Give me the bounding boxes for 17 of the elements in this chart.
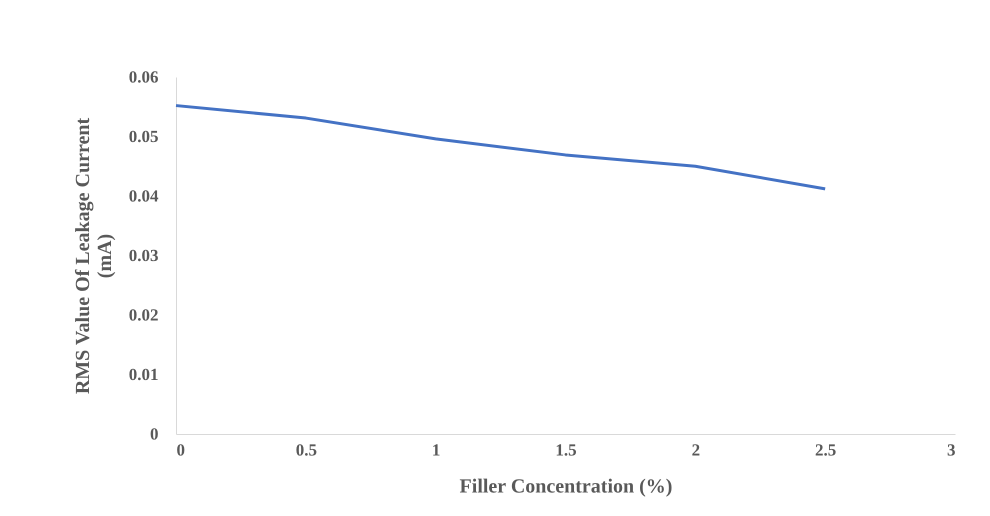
x-tick-label: 2	[692, 440, 700, 460]
x-tick-label: 3	[947, 440, 956, 460]
y-tick-label: 0.06	[128, 68, 158, 86]
y-tick-label: 0.03	[128, 246, 158, 265]
x-tick-label: 0	[176, 440, 185, 460]
y-tick-label: 0.01	[128, 365, 158, 384]
y-tick-label: 0.05	[128, 127, 158, 146]
x-tick-label: 0.5	[296, 440, 317, 460]
x-tick-label: 1.5	[555, 440, 577, 460]
y-tick-label: 0	[150, 424, 158, 444]
x-axis-title: Filler Concentration (%)	[460, 476, 672, 498]
line-series	[174, 104, 827, 190]
y-tick-label: 0.02	[128, 306, 158, 324]
x-tick-label: 2.5	[815, 440, 836, 460]
y-axis-title: RMS Value Of Leakage Current (mA)	[72, 118, 116, 394]
y-tick-label: 0.04	[128, 186, 159, 206]
x-tick-label: 1	[432, 440, 440, 460]
